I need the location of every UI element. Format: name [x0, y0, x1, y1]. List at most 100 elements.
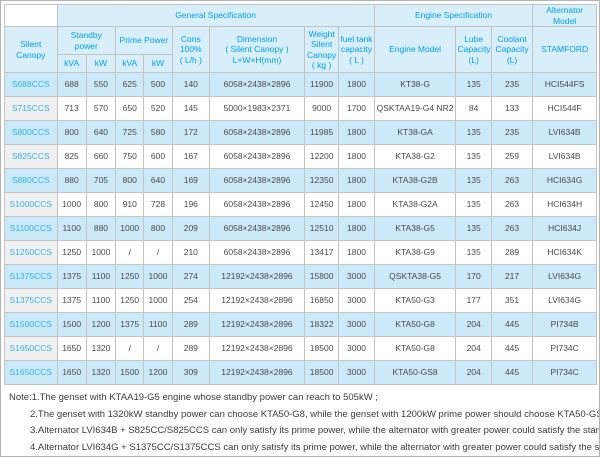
value-cell: 11985: [303, 120, 340, 146]
table-row: S715CCS 713 570 650 520 145 5000×1983×2371 9000…: [4, 96, 597, 122]
value-cell: 169: [171, 168, 211, 194]
value-cell: 570: [85, 96, 117, 122]
value-cell: 1700: [338, 96, 375, 122]
value-cell: 688: [56, 72, 87, 98]
value-cell: 1375: [115, 312, 145, 338]
value-cell: 15800: [303, 264, 340, 290]
value-cell: 1800: [338, 216, 375, 242]
value-cell: 800: [85, 192, 117, 218]
value-cell: 713: [56, 96, 87, 122]
value-cell: 133: [490, 96, 534, 122]
value-cell: 204: [455, 336, 492, 362]
value-cell: 6058×2438×2896: [209, 216, 305, 242]
value-cell: 254: [171, 288, 211, 314]
value-cell: 210: [171, 240, 211, 266]
value-cell: 625: [115, 72, 145, 98]
header-silent-canopy: Silent Canopy: [4, 26, 58, 74]
value-cell: 750: [115, 144, 145, 170]
value-cell: 600: [143, 144, 173, 170]
model-cell: S800CCS: [4, 120, 58, 146]
value-cell: KT38-GA: [373, 120, 457, 146]
header-prime-power: Prime Power: [115, 26, 173, 56]
value-cell: 1000: [56, 192, 87, 218]
value-cell: 289: [171, 336, 211, 362]
value-cell: 18500: [303, 360, 340, 386]
value-cell: 135: [455, 120, 492, 146]
value-cell: /: [143, 336, 173, 362]
value-cell: 1250: [115, 264, 145, 290]
value-cell: 1650: [56, 336, 87, 362]
value-cell: 309: [171, 360, 211, 386]
notes: Note:1.The genset with KTAA19-G5 engine …: [4, 385, 600, 456]
value-cell: 12192×2438×2896: [209, 360, 305, 386]
model-cell: S1500CCS: [4, 312, 58, 338]
header-fuel-tank: fuel tank capacity ( L ): [338, 26, 375, 74]
value-cell: 1650: [56, 360, 87, 386]
value-cell: 705: [85, 168, 117, 194]
value-cell: 18500: [303, 336, 340, 362]
model-cell: S1250CCS: [4, 240, 58, 266]
value-cell: 135: [455, 144, 492, 170]
value-cell: 1000: [143, 264, 173, 290]
table-row: S1375CCS 1375 1100 1250 1000 274 12192×2438×28…: [4, 264, 597, 290]
value-cell: 800: [56, 120, 87, 146]
value-cell: 9000: [303, 96, 340, 122]
value-cell: 1250: [56, 240, 87, 266]
header-group-general: General Specification: [56, 3, 375, 28]
value-cell: 235: [490, 72, 534, 98]
header-stamford: STAMFORD: [532, 26, 597, 74]
value-cell: 204: [455, 312, 492, 338]
value-cell: KTA38-G9: [373, 240, 457, 266]
value-cell: 6058×2438×2896: [209, 144, 305, 170]
value-cell: 12192×2438×2896: [209, 288, 305, 314]
value-cell: KTA50-GS8: [373, 360, 457, 386]
value-cell: 263: [490, 192, 534, 218]
value-cell: 640: [143, 168, 173, 194]
value-cell: 170: [455, 264, 492, 290]
value-cell: QSKTA38-G5: [373, 264, 457, 290]
value-cell: 289: [171, 312, 211, 338]
header-weight: Weight Silent Canopy ( kg ): [303, 26, 340, 74]
header-standby-kw: kW: [85, 54, 117, 74]
value-cell: 1800: [338, 240, 375, 266]
value-cell: HCI634J: [532, 216, 597, 242]
table-row: S1100CCS 1100 880 1000 800 209 6058×2438×2896 1…: [4, 216, 597, 242]
note-line: Note:1.The genset with KTAA19-G5 engine …: [9, 392, 378, 404]
header-prime-kw: kW: [143, 54, 173, 74]
value-cell: 1500: [115, 360, 145, 386]
value-cell: 800: [143, 216, 173, 242]
note-line: 4.Alternator LVI634G + S1375CC/S1375CCS …: [30, 441, 600, 453]
value-cell: 351: [490, 288, 534, 314]
value-cell: PI734C: [532, 336, 597, 362]
table-row: S688CCS 688 550 625 500 140 6058×2438×2896 1190…: [4, 72, 597, 98]
value-cell: 1320: [85, 336, 117, 362]
model-cell: S715CCS: [4, 96, 58, 122]
value-cell: KTA38-G2: [373, 144, 457, 170]
value-cell: HCI544FS: [532, 72, 597, 98]
table-row: S1375CCS 1375 1100 1250 1000 254 12192×2438×28…: [4, 288, 597, 314]
header-dimension: Dimension ( Silent Canopy ) L×W×H(mm): [209, 26, 305, 74]
spec-table-body: S688CCS 688 550 625 500 140 6058×2438×2896 1190…: [4, 72, 597, 386]
value-cell: 1800: [338, 144, 375, 170]
value-cell: 825: [56, 144, 87, 170]
header-standby-kva: kVA: [56, 54, 87, 74]
model-cell: S1375CCS: [4, 264, 58, 290]
value-cell: 177: [455, 288, 492, 314]
header-lube-capacity: Lube Capacity (L): [455, 26, 492, 74]
value-cell: HCI634H: [532, 192, 597, 218]
value-cell: 84: [455, 96, 492, 122]
value-cell: KTA50-G8: [373, 336, 457, 362]
value-cell: 6058×2438×2896: [209, 192, 305, 218]
value-cell: 3000: [338, 336, 375, 362]
value-cell: 1250: [115, 288, 145, 314]
value-cell: 500: [143, 72, 173, 98]
value-cell: 550: [85, 72, 117, 98]
value-cell: 235: [490, 120, 534, 146]
value-cell: PI734C: [532, 360, 597, 386]
value-cell: 135: [455, 216, 492, 242]
value-cell: KTA38-G2A: [373, 192, 457, 218]
value-cell: 1800: [338, 192, 375, 218]
value-cell: 289: [490, 240, 534, 266]
value-cell: 6058×2438×2896: [209, 120, 305, 146]
